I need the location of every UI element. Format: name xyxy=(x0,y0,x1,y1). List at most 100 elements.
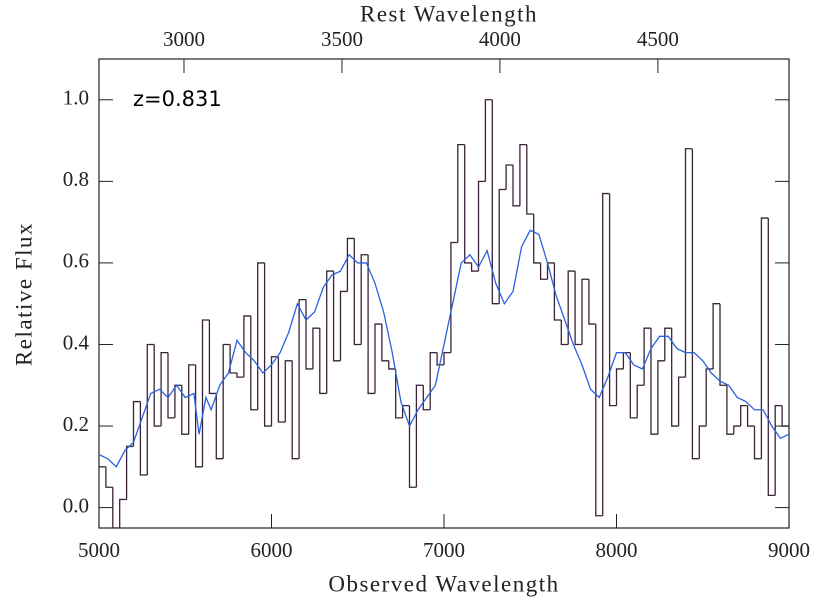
spectrum-bin xyxy=(553,262,562,321)
spectrum-bin xyxy=(726,385,734,435)
spectrum-bin xyxy=(450,241,458,353)
spectrum-bin xyxy=(753,426,762,460)
x2-tick-label: 4000 xyxy=(479,27,521,51)
spectrum-bin xyxy=(167,352,175,419)
smoothed-spectrum xyxy=(99,229,789,468)
x-tick-label: 7000 xyxy=(423,538,465,562)
spectrum-bin xyxy=(436,352,444,366)
spectrum-bin xyxy=(781,405,789,427)
spectrum-bin xyxy=(146,343,155,475)
spectrum-bin xyxy=(408,405,417,488)
spectrum-bin xyxy=(712,303,720,369)
spectrum-bin xyxy=(381,324,389,362)
spectrum-bin xyxy=(215,393,224,460)
spectrum-bin xyxy=(491,99,500,305)
x2-axis-title: Rest Wavelength xyxy=(360,1,538,26)
x-tick-label: 6000 xyxy=(251,538,293,562)
spectrum-bin xyxy=(305,299,313,370)
spectrum-bin xyxy=(125,445,134,500)
spectrum-bin xyxy=(484,99,493,182)
spectrum-bin xyxy=(395,368,403,419)
spectrum-bin xyxy=(657,360,665,435)
spectrum-bin xyxy=(581,278,589,345)
annotation: z=0.831 xyxy=(133,87,222,111)
spectrum-bin xyxy=(326,270,334,394)
spectrum-bin xyxy=(243,315,251,378)
spectrum-bin xyxy=(767,218,776,497)
x-tick-label: 9000 xyxy=(768,538,810,562)
spectrum-bin xyxy=(201,319,210,467)
spectrum-bin xyxy=(615,368,624,406)
spectrum-bin xyxy=(194,364,203,468)
y-tick-label: 0.4 xyxy=(63,330,90,354)
spectrum-bin xyxy=(595,324,603,517)
spectrum-bin xyxy=(512,165,520,207)
spectrum-bin xyxy=(367,254,375,395)
spectrum-bin xyxy=(760,217,769,459)
spectrum-bin xyxy=(533,213,541,264)
spectrum-bin xyxy=(677,376,686,427)
spectrum-bin xyxy=(477,180,486,272)
spectrum-bin xyxy=(526,144,534,215)
x2-tick-label: 3000 xyxy=(163,27,205,51)
spectrum-bin xyxy=(284,360,293,422)
spectrum-bin xyxy=(636,384,645,418)
spectrum-bin xyxy=(132,400,141,447)
y-tick-label: 0.0 xyxy=(63,493,89,517)
spectrum-bin xyxy=(112,487,120,528)
spectrum-bin xyxy=(257,262,265,410)
spectrum-bin xyxy=(457,143,465,243)
spectrum-bin xyxy=(270,356,279,427)
spectrum-bin xyxy=(298,298,306,459)
spectrum-bin xyxy=(505,164,513,190)
spectrum-bin xyxy=(567,270,576,345)
spectrum-bin xyxy=(519,143,527,206)
spectrum-bin xyxy=(560,320,569,346)
spectrum-bin xyxy=(464,144,472,264)
spectrum-bin xyxy=(277,356,286,423)
spectrum-bin xyxy=(119,498,127,528)
x-tick-label: 8000 xyxy=(596,538,638,562)
spectrum-bin xyxy=(263,262,272,427)
spectrum-bin xyxy=(236,373,244,378)
spectrum-bin xyxy=(719,303,727,386)
spectrum-bin xyxy=(746,405,755,427)
spectrum-bin xyxy=(698,425,707,459)
spectrum-bin xyxy=(774,405,783,496)
spectrum-bin xyxy=(588,279,596,325)
spectrum-bin xyxy=(608,193,617,407)
spectrum-bin xyxy=(250,315,258,411)
x-axis-title: Observed Wavelength xyxy=(328,571,559,596)
spectrum-bin xyxy=(339,290,348,361)
spectrum-bin xyxy=(229,344,237,374)
spectrum-bin xyxy=(691,148,700,460)
spectrum-bin xyxy=(671,328,679,427)
x2-tick-label: 3500 xyxy=(321,27,363,51)
spectrum-bin xyxy=(388,360,396,370)
y-axis-title: Relative Flux xyxy=(11,222,36,366)
spectrum-bin xyxy=(733,425,741,435)
spectrum-bin xyxy=(174,384,182,418)
y-tick-label: 0.6 xyxy=(63,249,89,273)
spectrum-bin xyxy=(422,385,431,411)
spectrum-bin xyxy=(664,327,672,361)
spectrum-bin xyxy=(705,368,714,427)
spectrum-bin xyxy=(374,323,382,394)
spectrum-bin xyxy=(346,237,355,292)
spectrum-bin xyxy=(353,238,362,346)
spectrum-bin xyxy=(360,254,369,345)
spectrum-bin xyxy=(602,192,610,516)
x-tick-label: 5000 xyxy=(78,538,120,562)
spectrum-bin xyxy=(740,405,748,427)
spectrum-bin xyxy=(312,327,320,369)
spectrum-bin xyxy=(160,351,168,427)
spectrum-bin xyxy=(332,271,341,362)
spectrum-bin xyxy=(291,360,300,460)
spectrum-bin xyxy=(498,188,507,304)
spectrum-bin xyxy=(415,384,424,488)
spectrum-bin xyxy=(139,401,148,476)
spectrum-bin xyxy=(470,262,479,272)
y-tick-label: 0.8 xyxy=(63,167,89,191)
spectrum-bin xyxy=(650,328,658,435)
